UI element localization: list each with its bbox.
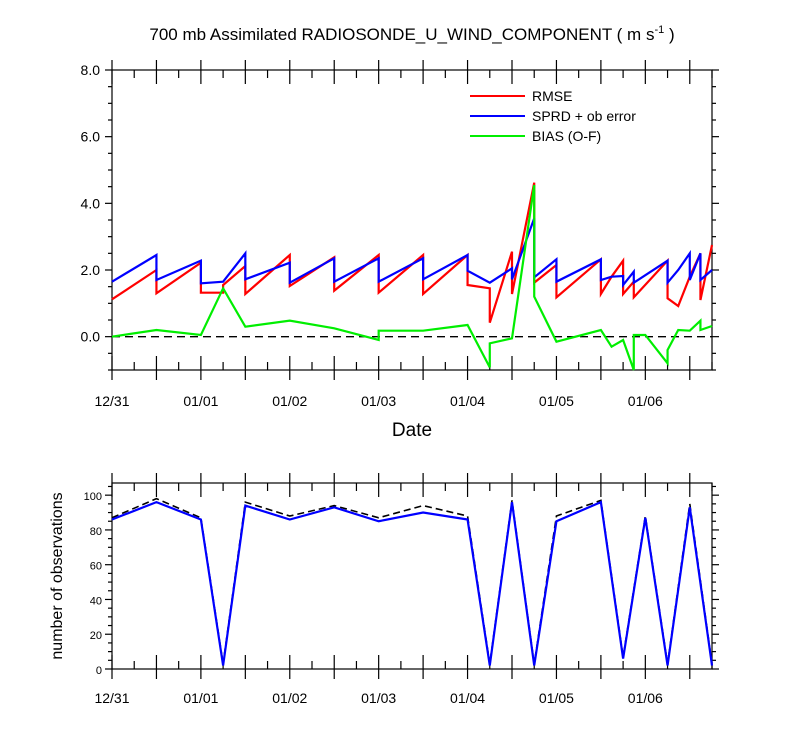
y-axis-label-observations: number of observations	[49, 492, 66, 659]
top-xtick-label: 01/01	[183, 393, 218, 409]
bottom-xtick-label: 01/02	[272, 690, 307, 706]
top-series-line-0	[111, 182, 714, 323]
bottom-xtick-label: 12/31	[94, 690, 129, 706]
legend-label-0: RMSE	[532, 88, 572, 104]
bottom-x-ticks: 12/31 01/01 01/02 01/03 01/04 01/05 01/06	[94, 473, 713, 706]
chart-title: 700 mb Assimilated RADIOSONDE_U_WIND_COM…	[149, 24, 674, 44]
bottom-xtick-label: 01/06	[628, 690, 663, 706]
bottom-series-line-1	[111, 500, 714, 666]
top-y-ticks: 0.0 2.0 4.0 6.0 8.0	[81, 62, 719, 371]
top-xtick-label: 01/05	[539, 393, 574, 409]
bottom-xtick-label: 01/03	[361, 690, 396, 706]
top-xtick-label: 01/06	[628, 393, 663, 409]
top-plot: 0.0 2.0 4.0 6.0 8.0 12/31 01/01 01/02 01/03 01/0…	[81, 60, 719, 409]
top-ytick-label: 6.0	[81, 129, 101, 145]
bottom-ytick-label: 100	[84, 491, 102, 503]
legend-label-1: SPRD + ob error	[532, 108, 636, 124]
top-ytick-label: 8.0	[81, 62, 101, 78]
chart-title-main: 700 mb Assimilated RADIOSONDE_U_WIND_COM…	[149, 25, 654, 44]
bottom-ytick-label: 40	[90, 595, 102, 607]
bottom-plot: 0 20 40 60 80 100 12/31 01/01 01/02 01/03 01/04 01…	[84, 473, 719, 706]
top-series-line-1	[111, 217, 713, 289]
bottom-series	[111, 497, 714, 666]
bottom-xtick-label: 01/05	[539, 690, 574, 706]
bottom-xtick-label: 01/01	[183, 690, 218, 706]
bottom-ytick-label: 0	[96, 665, 102, 677]
bottom-plot-frame	[111, 482, 713, 670]
top-xtick-label: 01/02	[272, 393, 307, 409]
top-xtick-label: 01/03	[361, 393, 396, 409]
bottom-ytick-label: 80	[90, 526, 102, 538]
bottom-xtick-label: 01/04	[450, 690, 485, 706]
legend-label-2: BIAS (O-F)	[532, 128, 601, 144]
top-ytick-label: 2.0	[81, 262, 101, 278]
bottom-ytick-label: 60	[90, 561, 102, 573]
chart-title-end: )	[664, 25, 674, 44]
top-series	[111, 182, 714, 371]
top-ytick-label: 0.0	[81, 329, 101, 345]
top-xtick-label: 12/31	[94, 393, 129, 409]
top-x-ticks: 12/31 01/01 01/02 01/03 01/04 01/05 01/06	[94, 60, 713, 409]
bottom-ytick-label: 20	[90, 630, 102, 642]
top-series-line-2	[111, 184, 713, 371]
top-xtick-label: 01/04	[450, 393, 485, 409]
top-legend: RMSE SPRD + ob error BIAS (O-F)	[470, 88, 636, 144]
x-axis-label: Date	[392, 420, 432, 441]
top-ytick-label: 4.0	[81, 195, 101, 211]
bottom-y-ticks: 0 20 40 60 80 100	[84, 485, 719, 677]
chart-title-superscript: -1	[654, 24, 664, 36]
